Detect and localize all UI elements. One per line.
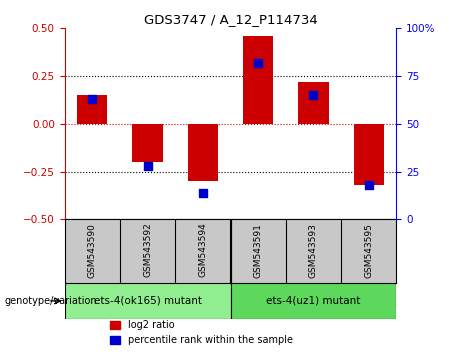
Bar: [65, 283, 230, 319]
Bar: [132, 124, 163, 162]
Text: ets-4(ok165) mutant: ets-4(ok165) mutant: [94, 296, 201, 306]
Text: GSM543594: GSM543594: [198, 223, 207, 278]
Text: genotype/variation: genotype/variation: [5, 296, 97, 306]
Bar: [77, 95, 107, 124]
Bar: [298, 82, 329, 124]
Text: ets-4(uz1) mutant: ets-4(uz1) mutant: [266, 296, 361, 306]
Point: [254, 60, 262, 65]
Point: [144, 163, 151, 169]
Point: [89, 96, 96, 102]
Point: [365, 182, 372, 188]
Text: GSM543592: GSM543592: [143, 223, 152, 278]
Point: [199, 190, 207, 195]
Text: GSM543595: GSM543595: [364, 223, 373, 278]
Bar: [188, 124, 218, 181]
Legend: log2 ratio, percentile rank within the sample: log2 ratio, percentile rank within the s…: [106, 316, 296, 349]
Text: GSM543590: GSM543590: [88, 223, 97, 278]
Bar: [230, 283, 396, 319]
Point: [310, 92, 317, 98]
Text: GSM543591: GSM543591: [254, 223, 263, 278]
Text: GSM543593: GSM543593: [309, 223, 318, 278]
Title: GDS3747 / A_12_P114734: GDS3747 / A_12_P114734: [144, 13, 317, 26]
Bar: [243, 36, 273, 124]
Bar: [354, 124, 384, 185]
